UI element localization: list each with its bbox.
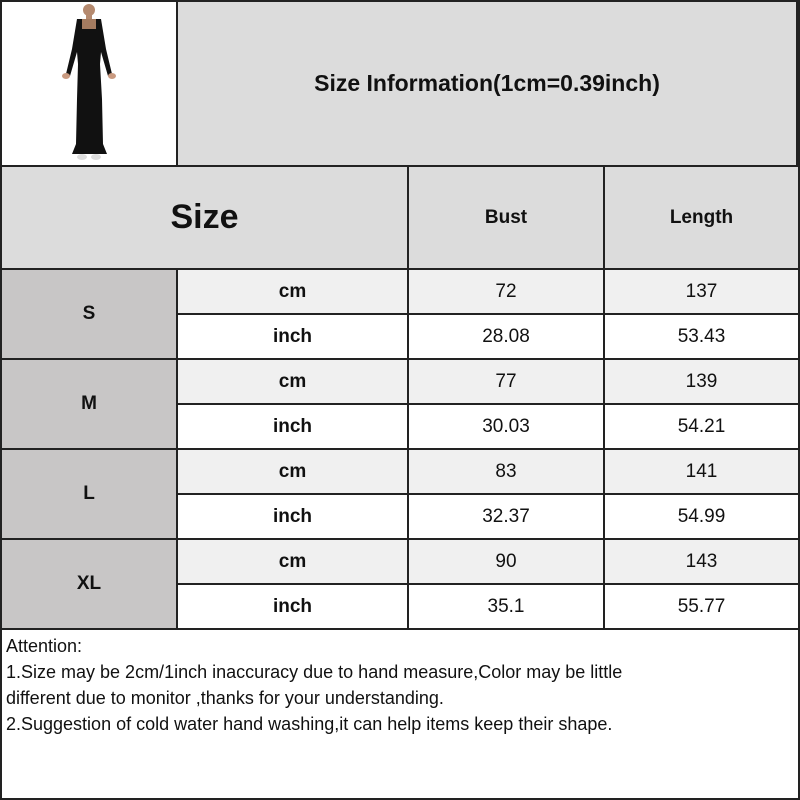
length-value: 139 [605,360,798,405]
length-header: Length [605,167,798,270]
size-label: S [2,270,178,360]
size-label: XL [2,540,178,630]
bust-value: 30.03 [409,405,605,450]
unit-label: cm [178,450,409,495]
length-value: 55.77 [605,585,798,630]
unit-label: inch [178,585,409,630]
length-value: 54.21 [605,405,798,450]
notes-heading: Attention: [6,636,83,656]
attention-notes: Attention: 1.Size may be 2cm/1inch inacc… [2,630,798,798]
size-header: Size [2,167,409,270]
unit-label: cm [178,540,409,585]
size-label: L [2,450,178,540]
length-value: 137 [605,270,798,315]
note-2: 2.Suggestion of cold water hand washing,… [6,714,613,734]
unit-label: inch [178,495,409,540]
product-image [2,2,178,167]
unit-label: cm [178,270,409,315]
bust-header: Bust [409,167,605,270]
length-value: 53.43 [605,315,798,360]
bust-value: 83 [409,450,605,495]
bust-value: 77 [409,360,605,405]
length-value: 141 [605,450,798,495]
black-dress-model-icon [62,3,116,160]
unit-label: inch [178,405,409,450]
length-value: 143 [605,540,798,585]
note-1: 1.Size may be 2cm/1inch inaccuracy due t… [6,662,623,708]
unit-label: inch [178,315,409,360]
bust-value: 28.08 [409,315,605,360]
bust-value: 32.37 [409,495,605,540]
chart-title: Size Information(1cm=0.39inch) [178,2,798,167]
bust-value: 35.1 [409,585,605,630]
bust-value: 90 [409,540,605,585]
bust-value: 72 [409,270,605,315]
length-value: 54.99 [605,495,798,540]
unit-label: cm [178,360,409,405]
size-label: M [2,360,178,450]
